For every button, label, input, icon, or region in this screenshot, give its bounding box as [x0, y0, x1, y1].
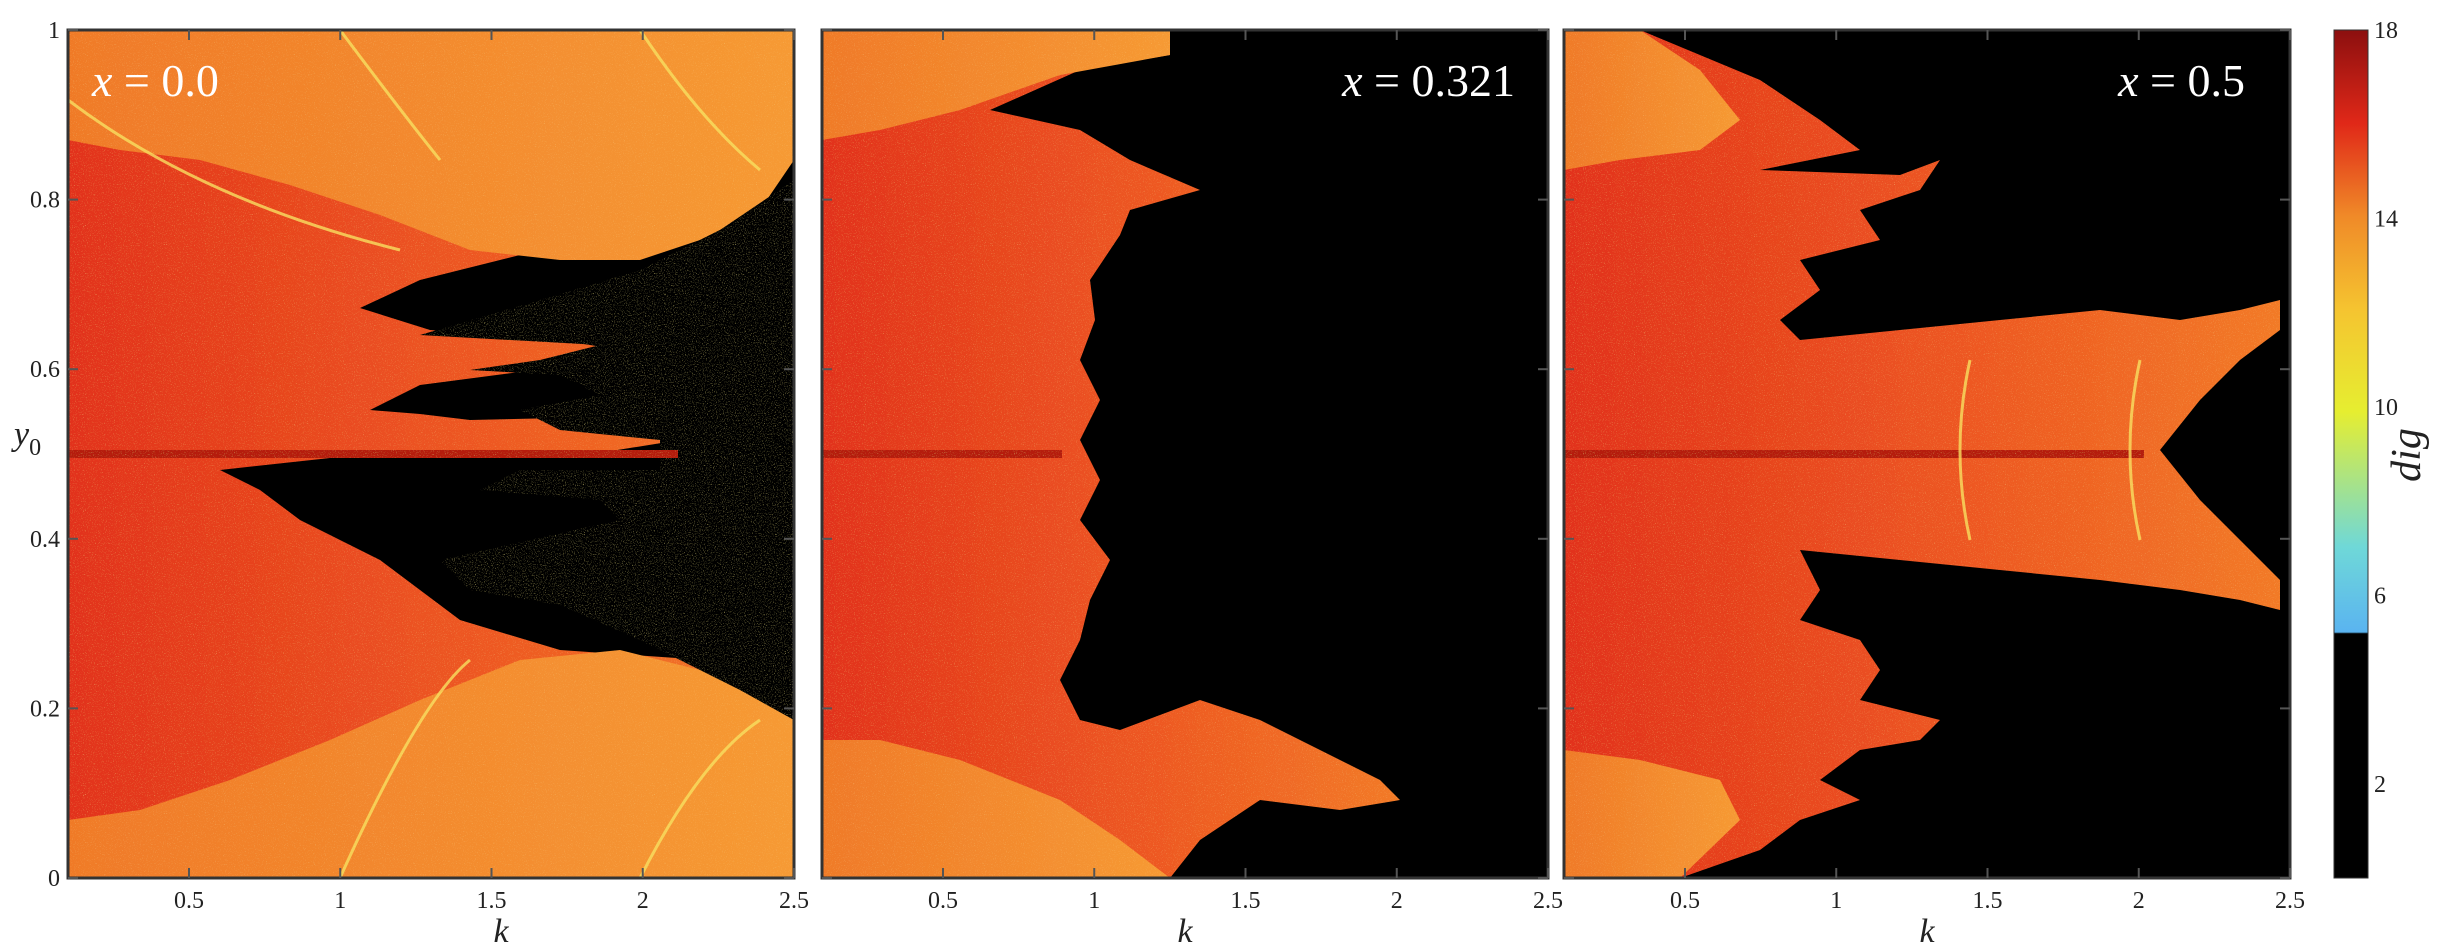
x-axis-label: k — [493, 913, 509, 947]
y-tick-label: 0 — [48, 866, 60, 892]
panel-2-upper-lobe — [822, 30, 1170, 140]
colorbar-tick-label: 2 — [2374, 772, 2386, 798]
colorbar-ticks: 2 6 10 14 18 — [2374, 18, 2398, 798]
colorbar-tick-label: 10 — [2374, 395, 2398, 421]
panel-2-heatmap — [822, 30, 1400, 878]
y-axis-label: y0 — [11, 416, 41, 461]
x-tick-label: 2 — [637, 888, 649, 914]
colorbar-tick-label: 6 — [2374, 583, 2386, 609]
panel-3-heatmap — [1564, 30, 2280, 878]
x-tick-label: 1.5 — [1973, 888, 2003, 914]
panel-1-black-region — [420, 180, 794, 720]
y-tick-label: 0.8 — [30, 188, 60, 214]
x-tick-label: 2.5 — [2275, 888, 2305, 914]
colorbar-gradient — [2333, 29, 2369, 879]
axes: 0.5 1 1.5 2 2.5 0 0.2 0.4 0.6 0.8 1 k 0.5 1 1.5 2 2.5 k 0.… — [30, 18, 2305, 947]
y-tick-label: 1 — [48, 18, 60, 44]
panel-3-frame — [1562, 28, 2292, 880]
x-tick-label: 0.5 — [174, 888, 204, 914]
x-axis-label: k — [1919, 913, 1935, 947]
colorbar: 2 6 10 14 18 dig — [2333, 18, 2430, 879]
panel-1-lower-lobe — [68, 650, 794, 878]
colorbar-tick-label: 14 — [2374, 206, 2398, 232]
x-tick-label: 2.5 — [1533, 888, 1563, 914]
x-tick-label: 2 — [2133, 888, 2145, 914]
panel-3-arcs — [1958, 359, 2142, 541]
panel-3-label: x = 0.5 — [2117, 55, 2245, 106]
x-tick-label: 1 — [1088, 888, 1100, 914]
x-tick-label: 2 — [1391, 888, 1403, 914]
panel-2-center-band — [822, 450, 1062, 458]
panel-1-frame — [66, 28, 796, 880]
panel-3-upper-lobe — [1564, 30, 1740, 170]
panel-2-label: x = 0.321 — [1341, 55, 1515, 106]
x-tick-label: 1 — [334, 888, 346, 914]
x-tick-label: 0.5 — [928, 888, 958, 914]
x-axis-label: k — [1177, 913, 1193, 947]
panel-3: x = 0.5 — [1562, 28, 2292, 880]
panel-2-frame — [820, 28, 1550, 880]
panel-1-upper-lobe — [68, 30, 794, 260]
y-tick-label: 0.6 — [30, 357, 60, 383]
x-tick-label: 2.5 — [779, 888, 809, 914]
panel-3-lower-lobe — [1564, 750, 1740, 878]
panel-2: x = 0.321 — [820, 28, 1550, 880]
panel-2-high-dig-region — [822, 30, 1400, 878]
y-tick-label: 0.2 — [30, 696, 60, 722]
y-tick-label: 0.4 — [30, 527, 60, 553]
panel-1: x = 0.0 — [66, 28, 796, 880]
panel-1-center-band — [68, 450, 678, 458]
panel-1-heatmap — [68, 30, 794, 878]
x-tick-label: 1 — [1830, 888, 1842, 914]
panel-1-arcs — [68, 30, 761, 878]
panel-2-lower-lobe — [822, 740, 1170, 878]
colorbar-tick-label: 18 — [2374, 18, 2398, 44]
panel-1-label: x = 0.0 — [91, 55, 219, 106]
x-tick-label: 1.5 — [1231, 888, 1261, 914]
panel-3-center-band — [1564, 450, 2144, 458]
x-tick-label: 1.5 — [477, 888, 507, 914]
colorbar-label: dig — [2384, 428, 2430, 482]
x-tick-label: 0.5 — [1670, 888, 1700, 914]
